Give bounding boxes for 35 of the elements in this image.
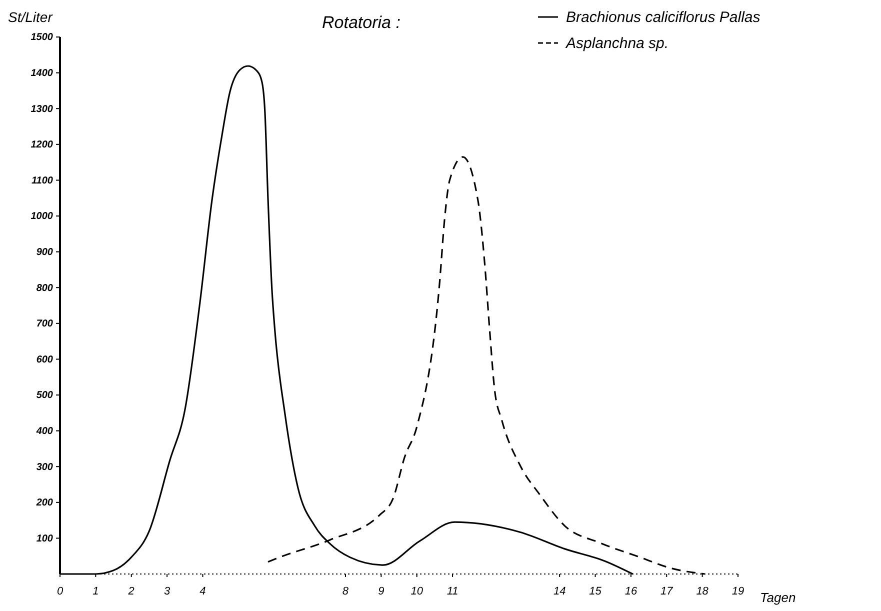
x-tick-label: 9 [378, 585, 384, 598]
y-tick-label: 100 [36, 533, 54, 544]
y-tick-label: 1100 [31, 175, 54, 186]
x-tick-label: 15 [589, 585, 602, 598]
y-tick-label: 600 [36, 354, 54, 366]
y-tick-label: 300 [36, 462, 54, 473]
y-tick-label: 1300 [30, 104, 54, 115]
x-tick-label: 10 [410, 585, 424, 598]
x-tick-label: 4 [200, 585, 206, 598]
y-tick-label: 500 [36, 390, 54, 402]
legend-label: Asplanchna sp. [565, 35, 669, 52]
x-tick-label: 1 [92, 585, 99, 598]
legend-label: Brachionus caliciflorus Pallas [566, 9, 761, 26]
x-tick-label: 16 [624, 585, 638, 598]
y-tick-label: 700 [36, 318, 54, 330]
x-tick-label: 11 [446, 585, 458, 598]
y-tick-label: 400 [35, 426, 54, 437]
chart-title: Rotatoria : [322, 13, 401, 32]
x-tick-label: 19 [732, 585, 744, 598]
y-tick-label: 1200 [30, 140, 54, 151]
y-tick-label: 800 [36, 282, 54, 294]
x-tick-label: 14 [553, 585, 566, 598]
x-axis-title: Tagen [760, 590, 796, 605]
y-tick-label: 1000 [30, 211, 54, 222]
y-tick-label: 1500 [30, 32, 54, 44]
x-tick-label: 17 [660, 585, 674, 598]
x-tick-label: 2 [127, 585, 134, 598]
x-tick-label: 0 [56, 585, 64, 598]
x-tick-label: 3 [164, 585, 171, 598]
y-tick-label: 200 [35, 498, 54, 509]
y-axis-title: St/Liter [8, 9, 54, 25]
x-tick-label: 8 [342, 585, 350, 598]
y-tick-label: 900 [36, 247, 54, 258]
x-tick-label: 18 [696, 585, 710, 598]
y-tick-label: 1400 [30, 68, 54, 79]
